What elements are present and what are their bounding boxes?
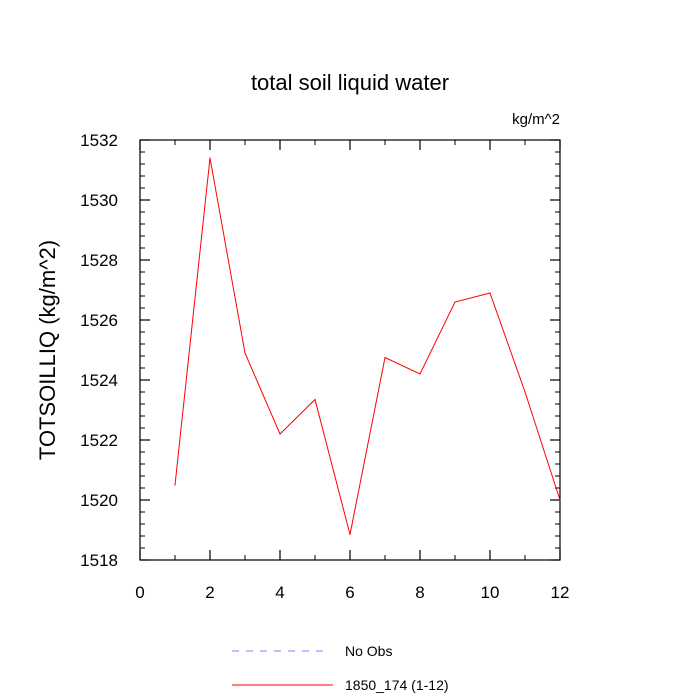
y-tick-label: 1526 (80, 311, 118, 330)
x-tick-label: 2 (205, 583, 214, 602)
x-tick-label: 12 (551, 583, 570, 602)
y-tick-label: 1528 (80, 251, 118, 270)
x-tick-label: 6 (345, 583, 354, 602)
chart-title: total soil liquid water (251, 70, 449, 95)
data-point (384, 356, 386, 359)
x-tick-label: 10 (481, 583, 500, 602)
data-point (454, 301, 456, 303)
series-line (174, 157, 561, 535)
legend-label-series: 1850_174 (1-12) (345, 677, 449, 693)
y-tick-label: 1530 (80, 191, 118, 210)
y-tick-label: 1522 (80, 431, 118, 450)
y-tick-label: 1520 (80, 491, 118, 510)
data-point (174, 484, 176, 486)
data-point (279, 433, 281, 435)
plot-frame (139, 139, 561, 561)
data-point (209, 157, 211, 159)
data-point (314, 398, 316, 401)
data-point (559, 499, 561, 501)
data-point (489, 292, 491, 294)
x-tick-label: 8 (415, 583, 424, 602)
y-tick-label: 1532 (80, 131, 118, 150)
data-point (524, 391, 526, 393)
y-tick-label: 1524 (80, 371, 118, 390)
legend: No Obs 1850_174 (1-12) (232, 643, 449, 693)
y-tick-label: 1518 (80, 551, 118, 570)
x-tick-label: 0 (135, 583, 144, 602)
x-tick-label: 4 (275, 583, 284, 602)
y-axis-label: TOTSOILLIQ (kg/m^2) (35, 240, 60, 460)
units-label: kg/m^2 (512, 111, 560, 128)
data-point (244, 352, 246, 354)
axes: 0 2 4 6 8 10 12 1518 1520 1522 1524 1526 1528 1530 153… (80, 131, 569, 602)
legend-label-no-obs: No Obs (345, 643, 392, 659)
data-point (419, 373, 421, 375)
data-point (349, 533, 351, 536)
series-group (174, 157, 561, 536)
